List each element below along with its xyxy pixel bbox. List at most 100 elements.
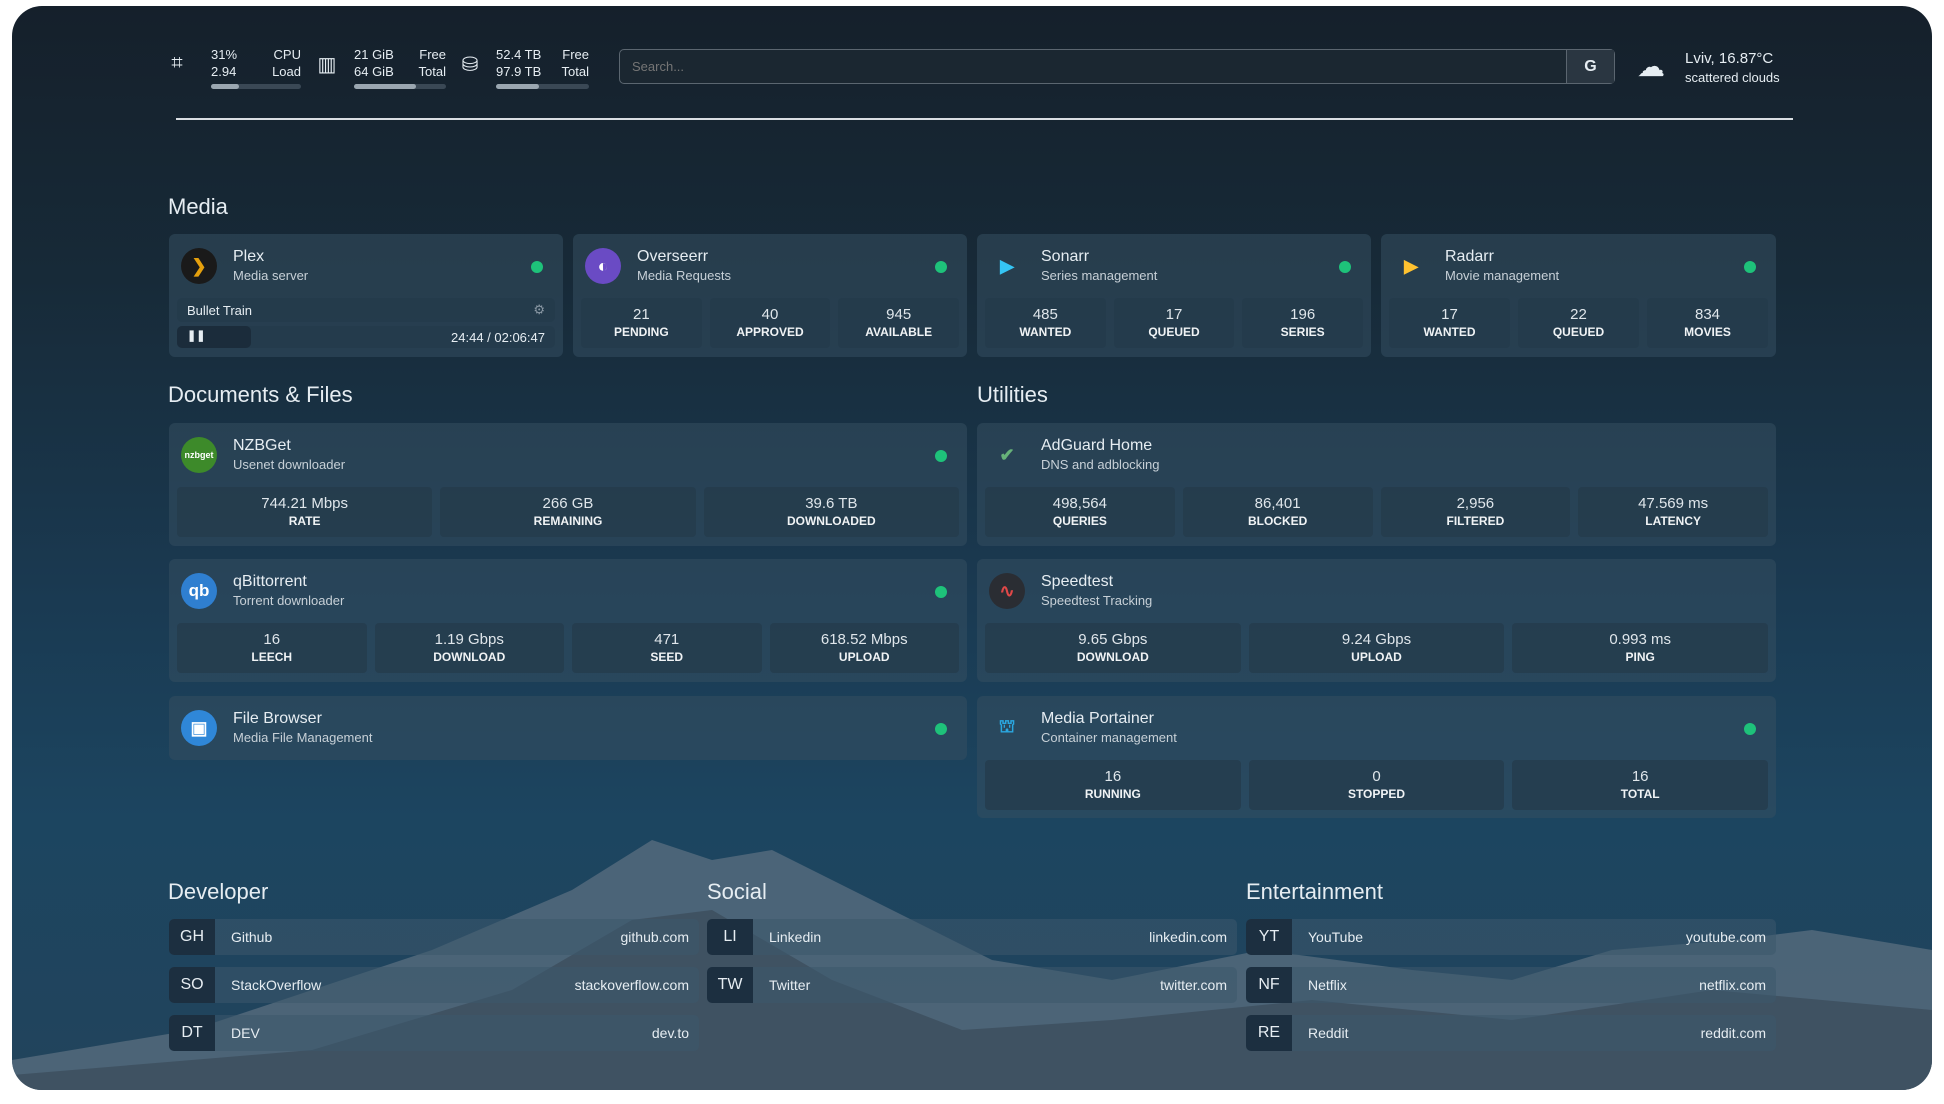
bookmark-abbr: NF [1246,967,1292,1003]
stat-value: 40 [761,306,779,323]
bookmark-abbr: DT [169,1015,215,1051]
service-card-adguard[interactable]: ✔ AdGuard Home DNS and adblocking 498,564 QU… [977,423,1776,546]
stat-value: 22 [1570,306,1587,323]
stat-value: 39.6 TB [805,495,858,512]
service-card-speedtest[interactable]: ∿ Speedtest Speedtest Tracking 9.65 Gbps DOW… [977,559,1776,682]
bookmark-twitter[interactable]: TW Twitter twitter.com [707,967,1237,1003]
service-subtitle: DNS and adblocking [1041,457,1160,472]
stat-label: DOWNLOAD [1076,650,1149,664]
playback-time: 24:44 / 02:06:47 [451,330,545,345]
bookmark-url: netflix.com [1699,977,1766,993]
bookmark-github[interactable]: GH Github github.com [169,919,699,955]
cpu-icon: ⌗ [171,52,183,74]
stat-block: 16 RUNNING [985,760,1241,810]
service-subtitle: Torrent downloader [233,593,345,608]
bookmark-linkedin[interactable]: LI Linkedin linkedin.com [707,919,1237,955]
stat-value: 17 [1441,306,1458,323]
status-indicator [1744,723,1756,735]
stat-value: 485 [1032,306,1058,323]
service-card-sonarr[interactable]: ▶ Sonarr Series management 485 WANTED 17 QUEUE… [977,234,1371,357]
cpu-label: CPU [273,47,301,62]
nzbget-icon: nzbget [181,437,217,473]
stat-value: 16 [1631,768,1649,785]
bookmark-abbr: RE [1246,1015,1292,1051]
service-card-portainer[interactable]: ⛫ Media Portainer Container management 16 RU… [977,696,1776,818]
stat-value: 744.21 Mbps [261,495,349,512]
weather-widget: ☁ Lviv, 16.87°C scattered clouds [1637,48,1797,88]
stat-value: 471 [654,631,680,648]
service-title: Radarr [1445,248,1494,265]
service-card-filebrowser[interactable]: ▣ File Browser Media File Management [169,696,967,760]
memory-free: 21 GiB [354,47,394,62]
search-input[interactable] [620,50,1560,83]
search-box: G [619,49,1615,84]
status-indicator [1339,261,1351,273]
service-card-qbittorrent[interactable]: qb qBittorrent Torrent downloader 16 LEECH 1.… [169,559,967,682]
bookmark-youtube[interactable]: YT YouTube youtube.com [1246,919,1776,955]
disk-free: 52.4 TB [496,47,542,62]
service-title: Speedtest [1041,573,1114,590]
service-card-overseerr[interactable]: ◐ Overseerr Media Requests 21 PENDING 40 APPRO… [573,234,967,357]
bookmark-name: Netflix [1308,977,1347,993]
stat-label: FILTERED [1446,514,1505,528]
search-provider-button[interactable]: G [1566,50,1614,83]
bookmark-dev[interactable]: DT DEV dev.to [169,1015,699,1051]
stat-label: TOTAL [1620,787,1660,801]
section-title-social: Social [707,879,767,904]
service-subtitle: Container management [1041,730,1177,745]
stat-label: MOVIES [1684,325,1731,339]
bookmark-name: DEV [231,1025,260,1041]
now-playing-title: Bullet Train [187,303,253,318]
service-title: Media Portainer [1041,710,1154,727]
service-title: AdGuard Home [1041,437,1153,454]
bookmark-name: Reddit [1308,1025,1349,1041]
stat-label: SEED [650,650,684,664]
stat-label: WANTED [1423,325,1476,339]
bookmark-stackoverflow[interactable]: SO StackOverflow stackoverflow.com [169,967,699,1003]
stat-label: UPLOAD [1351,650,1402,664]
service-card-plex[interactable]: ❯ Plex Media server Bullet Train ⚙ ❚❚ 24:44 / … [169,234,563,357]
service-title: File Browser [233,710,322,727]
stat-value: 498,564 [1052,495,1107,512]
pause-button[interactable]: ❚❚ [177,326,251,348]
bookmark-abbr: SO [169,967,215,1003]
memory-total: 64 GiB [354,64,394,79]
service-card-nzbget[interactable]: nzbget NZBGet Usenet downloader 744.21 Mbps… [169,423,967,546]
stat-block: 16 LEECH [177,623,367,673]
stat-block: 9.24 Gbps UPLOAD [1248,623,1505,673]
stat-block: 196 SERIES [1242,298,1364,348]
service-subtitle: Media server [233,268,309,283]
service-subtitle: Media Requests [637,268,731,283]
service-card-radarr[interactable]: ▶ Radarr Movie management 17 WANTED 22 QUEUED 8… [1381,234,1776,357]
adguard-shield-icon: ✔ [999,444,1015,465]
bookmark-url: twitter.com [1160,977,1227,993]
memory-bar [354,84,446,89]
stat-value: 1.19 Gbps [434,631,504,648]
bookmark-name: StackOverflow [231,977,322,993]
bookmark-name: YouTube [1308,929,1364,945]
stat-value: 618.52 Mbps [820,631,908,648]
stat-block: 0 STOPPED [1248,760,1505,810]
bookmark-reddit[interactable]: RE Reddit reddit.com [1246,1015,1776,1051]
stat-label: DOWNLOADED [786,514,876,528]
bookmark-url: github.com [620,929,689,945]
service-title: Plex [233,248,265,265]
bookmark-name: Linkedin [769,929,822,945]
dashboard-window: ⌗ 31% 2.94 CPU Load ▥ 21 GiB 64 GiB Free Tot… [12,6,1932,1090]
playback-bar: ❚❚ 24:44 / 02:06:47 [177,326,555,348]
bookmark-abbr: YT [1246,919,1292,955]
status-indicator [935,586,947,598]
mountain-background [12,840,1932,1090]
header-divider [176,118,1793,120]
status-indicator [531,261,543,273]
stat-value: 266 GB [542,495,594,512]
settings-icon[interactable]: ⚙ [533,302,545,317]
plex-icon: ❯ [181,248,217,284]
stat-label: RUNNING [1084,787,1141,801]
stat-block: 17 WANTED [1389,298,1510,348]
service-title: Sonarr [1041,248,1090,265]
bookmark-netflix[interactable]: NF Netflix netflix.com [1246,967,1776,1003]
disk-bar [496,84,589,89]
stat-value: 9.24 Gbps [1341,631,1412,648]
stat-label: QUEUED [1552,325,1605,339]
